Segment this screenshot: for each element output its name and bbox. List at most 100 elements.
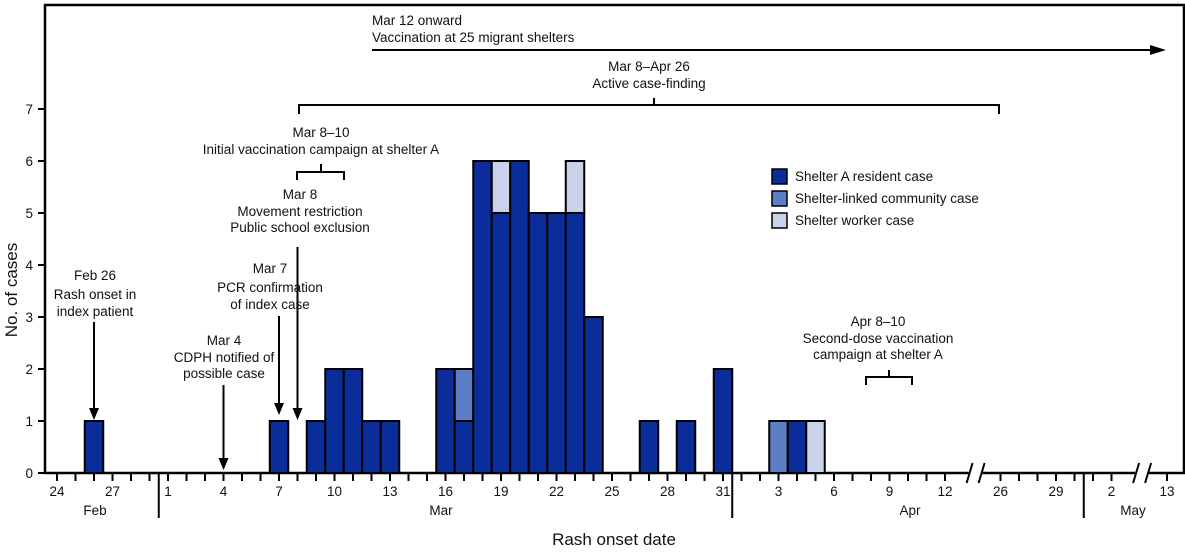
bar-segment [638,420,660,474]
axis-break-mark [977,462,986,484]
x-tick-label: 3 [775,484,783,499]
legend-swatch-community [771,190,788,207]
x-tick-label: 31 [715,484,730,499]
annotation-text: Second-dose vaccination [803,331,954,346]
annotation-initial-vaccination: Mar 8–10 Initial vaccination campaign at… [203,125,439,180]
y-tick-label: 2 [25,362,33,377]
axis-break-mark [1132,462,1141,484]
event-arrows [89,247,303,470]
month-label: May [1120,503,1146,518]
bar-segment [490,212,512,474]
bar-segment [509,160,530,474]
annotation-pcr: Mar 7 PCR confirmation of index case [217,261,323,312]
annotation-text: of index case [230,297,310,312]
bracket [865,370,913,385]
x-tick-label: 19 [493,484,508,499]
annotation-cdph: Mar 4 CDPH notified of possible case [174,333,275,381]
annotation-text: PCR confirmation [217,280,323,295]
bars [83,160,826,474]
bracket [296,164,345,180]
legend: Shelter A resident case Shelter-linked c… [771,168,979,229]
x-tick-label: 12 [937,484,952,499]
bar-segment [712,368,734,474]
x-tick-label: 2 [1108,484,1116,499]
arrow-head-icon [89,408,99,420]
annotation-text: Public school exclusion [230,220,370,235]
annotation-text: campaign at shelter A [813,347,943,362]
y-axis-label: No. of cases [2,243,21,338]
y-tick-label: 6 [25,154,33,169]
x-axis-label: Rash onset date [552,530,676,549]
x-tick-label: 24 [49,484,65,499]
bar-segment [268,420,290,474]
legend-label: Shelter A resident case [795,169,933,184]
annotation-text: Initial vaccination campaign at shelter … [203,142,439,157]
plot-frame [43,3,1185,475]
y-tick-label: 4 [25,258,33,273]
bar-segment [546,212,567,474]
annotation-text: Mar 8–10 [292,125,349,140]
annotation-text: CDPH notified of [174,350,275,365]
bar-segment [490,160,512,214]
y-tick-label: 1 [25,414,33,429]
arrow-head-icon [218,458,229,470]
bar-segment [564,212,586,474]
month-label: Feb [83,503,106,518]
annotation-text: Mar 12 onward [372,13,462,28]
bar-segment [805,420,826,474]
legend-swatch-resident [771,168,788,185]
x-tick-label: 28 [660,484,675,499]
bar-segment [768,420,789,474]
annotation-text: Rash onset in [54,287,137,302]
bar-segment [527,212,549,474]
x-tick-label: 29 [1048,484,1063,499]
annotation-case-finding: Mar 8–Apr 26 Active case-finding [298,59,1000,114]
annotation-text: Apr 8–10 [851,314,906,329]
x-tick-label: 16 [438,484,453,499]
annotation-text: Active case-finding [592,76,705,91]
annotation-text: Movement restriction [237,204,362,219]
x-tick-label: 26 [993,484,1008,499]
annotation-text: Mar 8 [283,187,318,202]
axis-break-mark [965,462,974,484]
x-tick-label: 4 [220,484,228,499]
annotation-text: Feb 26 [74,268,116,283]
annotation-onset: Feb 26 Rash onset in index patient [54,268,137,319]
legend-label: Shelter worker case [795,213,914,228]
x-tick-label: 13 [382,484,397,499]
month-label: Mar [429,503,453,518]
annotation-text: possible case [183,366,265,381]
legend-swatch-worker [771,212,788,229]
axis-break-gap [1135,470,1150,478]
bar-segment [453,420,475,474]
bar-segment [361,420,382,474]
bar-segment [379,420,401,474]
arrow-head-icon [274,403,284,415]
y-tick-label: 5 [25,206,33,221]
arrow-head-icon [292,408,303,420]
bar-segment [472,160,493,474]
annotation-text: index patient [57,304,134,319]
x-tick-label: 13 [1159,484,1174,499]
bar-segment [342,368,364,474]
month-label: Apr [899,503,921,518]
x-tick-label: 7 [275,484,283,499]
x-tick-label: 25 [604,484,619,499]
annotation-text: Vaccination at 25 migrant shelters [372,30,575,45]
bar-segment [435,368,456,474]
x-tick-label: 1 [164,484,172,499]
annotation-text: Mar 7 [253,261,288,276]
bar-segment [786,420,808,474]
arrow-head-icon [1150,45,1166,55]
annotation-text: Mar 4 [207,333,242,348]
y-tick-label: 7 [25,102,33,117]
bar-segment [675,420,697,474]
bar-segment [324,368,345,474]
x-tick-label: 22 [549,484,564,499]
x-tick-label: 27 [105,484,120,499]
annotation-second-dose: Apr 8–10 Second-dose vaccination campaig… [803,314,954,385]
axis-break-mark [1144,462,1153,484]
x-tick-label: 10 [327,484,342,499]
